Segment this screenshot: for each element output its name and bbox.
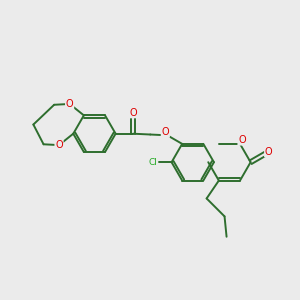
Text: O: O [129,107,137,118]
Text: O: O [55,140,63,150]
Text: O: O [238,135,246,145]
Text: Cl: Cl [148,158,157,167]
Text: O: O [265,147,272,157]
Text: O: O [66,99,74,109]
Text: O: O [161,127,169,137]
